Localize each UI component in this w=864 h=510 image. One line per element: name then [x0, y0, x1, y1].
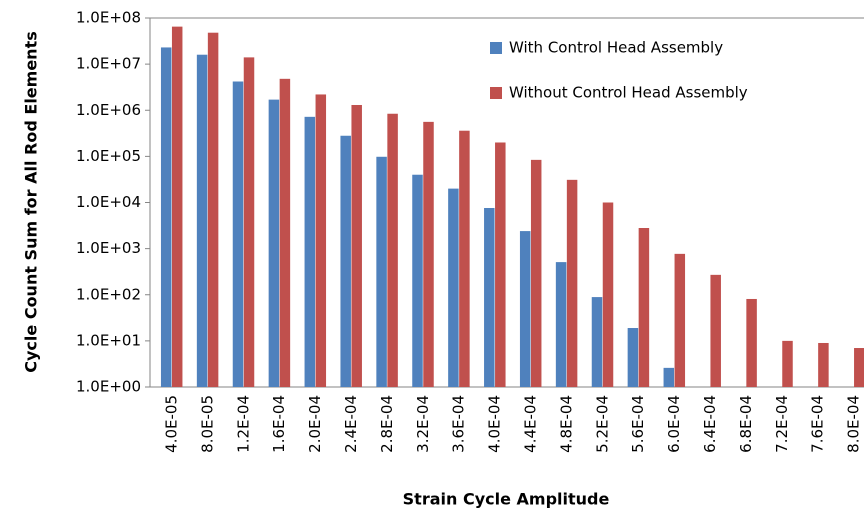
- bar: [448, 188, 459, 387]
- x-tick-label: 5.6E-04: [629, 395, 647, 453]
- y-tick-label: 1.0E+06: [76, 101, 141, 119]
- bar: [315, 94, 327, 388]
- bar: [782, 340, 793, 387]
- x-tick-label: 8.0E-04: [845, 395, 863, 453]
- legend-swatch: [490, 42, 502, 54]
- bar: [196, 54, 208, 388]
- y-tick-label: 1.0E+02: [76, 285, 141, 303]
- bar: [459, 130, 470, 387]
- legend-label: Without Control Head Assembly: [509, 84, 748, 102]
- bar: [160, 47, 172, 387]
- bar: [746, 298, 757, 387]
- bar: [423, 121, 434, 387]
- bar: [351, 104, 362, 388]
- bar: [279, 78, 291, 387]
- bar: [387, 113, 398, 387]
- x-tick-label: 2.0E-04: [306, 395, 324, 453]
- bar: [484, 207, 495, 387]
- x-tick-label: 4.4E-04: [521, 395, 539, 453]
- bar: [591, 297, 603, 387]
- bar: [566, 179, 578, 387]
- x-tick-label: 8.0E-05: [198, 395, 216, 453]
- bar: [207, 32, 219, 387]
- bar: [412, 174, 423, 387]
- x-tick-label: 2.8E-04: [378, 395, 396, 453]
- x-tick-label: 4.0E-04: [486, 395, 504, 453]
- bar: [710, 274, 721, 387]
- x-tick-label: 4.0E-05: [162, 395, 180, 453]
- bar: [555, 262, 567, 387]
- bar: [663, 367, 675, 387]
- bar: [674, 253, 686, 387]
- x-tick-label: 7.6E-04: [809, 395, 827, 453]
- x-tick-label: 6.8E-04: [737, 395, 755, 453]
- legend-swatch: [490, 87, 502, 99]
- x-tick-label: 5.2E-04: [593, 395, 611, 453]
- x-tick-label: 6.0E-04: [665, 395, 683, 453]
- y-axis-title: Cycle Count Sum for All Rod Elements: [22, 31, 41, 372]
- y-tick-label: 1.0E+04: [76, 193, 141, 211]
- x-tick-label: 3.2E-04: [414, 395, 432, 453]
- bar: [232, 81, 244, 387]
- y-tick-label: 1.0E+05: [76, 147, 141, 165]
- x-tick-label: 4.8E-04: [557, 395, 575, 453]
- bar: [638, 227, 650, 387]
- bar: [495, 142, 506, 387]
- x-tick-label: 3.6E-04: [450, 395, 468, 453]
- legend-label: With Control Head Assembly: [509, 39, 723, 57]
- y-tick-label: 1.0E+03: [76, 239, 141, 257]
- y-tick-label: 1.0E+01: [76, 331, 141, 349]
- bar: [854, 348, 864, 387]
- bar: [340, 135, 351, 387]
- bar: [268, 99, 280, 387]
- bar: [519, 231, 531, 387]
- x-tick-label: 1.2E-04: [234, 395, 252, 453]
- bar: [243, 57, 255, 387]
- y-tick-label: 1.0E+08: [76, 9, 141, 27]
- y-tick-label: 1.0E+07: [76, 55, 141, 73]
- bar: [818, 342, 829, 387]
- bar: [530, 159, 542, 387]
- x-axis-title: Strain Cycle Amplitude: [403, 490, 610, 509]
- x-tick-label: 6.4E-04: [701, 395, 719, 453]
- x-tick-label: 2.4E-04: [342, 395, 360, 453]
- bar: [376, 156, 387, 387]
- bar: [627, 328, 639, 387]
- bar: [171, 26, 183, 388]
- y-tick-label: 1.0E+00: [76, 378, 141, 396]
- x-tick-label: 7.2E-04: [773, 395, 791, 453]
- x-tick-label: 1.6E-04: [270, 395, 288, 453]
- bar: [602, 202, 614, 387]
- bar: [304, 116, 316, 387]
